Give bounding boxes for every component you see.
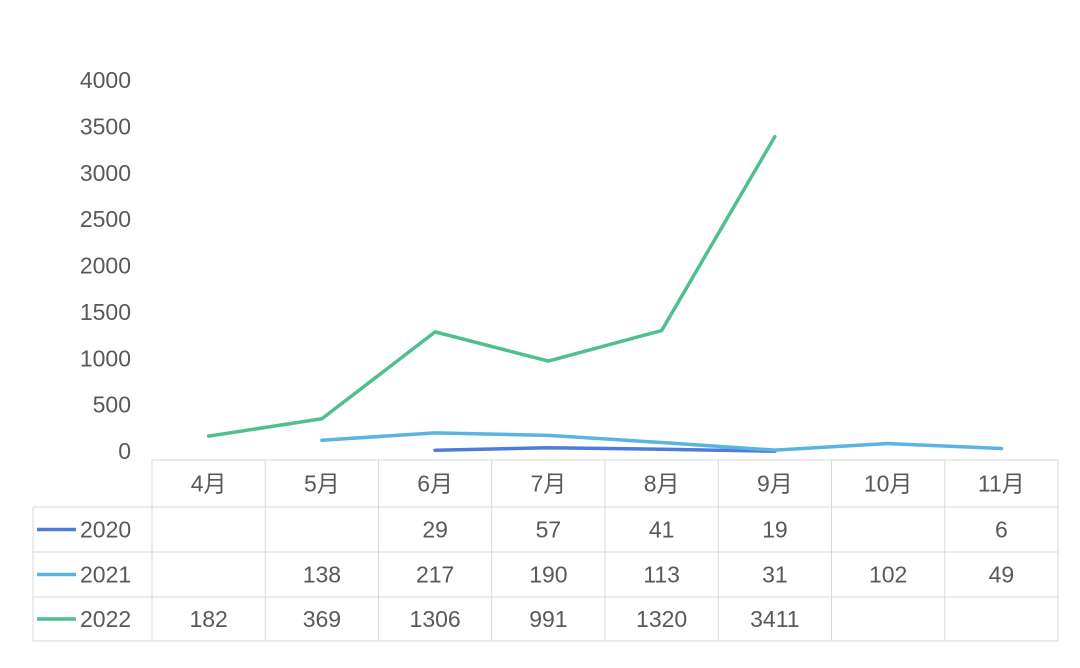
table-value: 190 [529,562,567,588]
table-value: 217 [416,562,454,588]
y-tick-label: 1500 [80,299,131,325]
y-tick-label: 1000 [80,345,131,371]
table-value: 41 [649,517,675,543]
y-tick-label: 3000 [80,160,131,186]
table-value: 19 [762,517,788,543]
legend-label: 2022 [80,606,131,632]
x-tick-label: 7月 [530,471,566,497]
table-value: 1320 [636,606,687,632]
series-line [206,134,777,438]
y-tick-label: 2000 [80,253,131,279]
table-value: 29 [422,517,448,543]
x-tick-label: 5月 [304,471,340,497]
table-value: 113 [643,562,680,588]
table-value: 182 [189,606,227,632]
table-value: 3411 [750,606,799,632]
table-value: 369 [303,606,341,632]
x-tick-label: 8月 [644,471,680,497]
y-tick-label: 2500 [80,206,131,232]
table-value: 6 [995,517,1008,543]
series-line [435,448,1001,453]
x-tick-label: 6月 [417,471,453,497]
series-line [320,431,1004,452]
y-tick-label: 4000 [80,67,131,93]
legend-label: 2020 [80,517,131,543]
table-value: 1306 [410,606,461,632]
table-value: 991 [529,606,567,632]
y-tick-label: 500 [93,392,131,418]
x-tick-label: 11月 [978,471,1025,497]
table-value: 57 [536,517,562,543]
table-value: 31 [762,562,788,588]
x-tick-label: 9月 [757,471,793,497]
table-value: 49 [989,562,1015,588]
y-tick-label: 3500 [80,113,131,139]
x-tick-label: 4月 [191,471,227,497]
y-tick-label: 0 [118,438,131,464]
x-tick-label: 10月 [864,471,913,497]
legend-label: 2021 [80,562,131,588]
table-value: 138 [303,562,341,588]
table-value: 102 [869,562,907,588]
